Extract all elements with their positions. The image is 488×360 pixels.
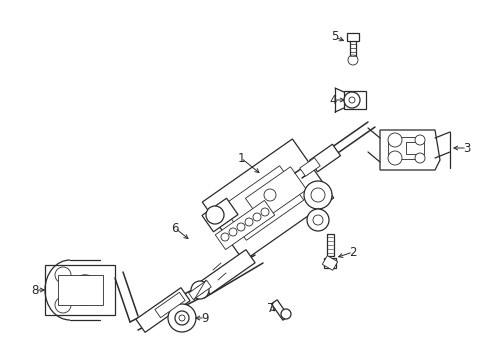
Polygon shape [346,33,358,41]
Circle shape [179,315,184,321]
Circle shape [244,218,252,226]
Text: 7: 7 [267,302,274,315]
Circle shape [168,304,196,332]
Circle shape [312,215,323,225]
Circle shape [264,189,275,201]
Circle shape [310,188,325,202]
Circle shape [304,181,331,209]
Circle shape [228,228,237,236]
Polygon shape [309,144,340,172]
Circle shape [237,223,244,231]
Polygon shape [349,39,355,61]
Polygon shape [326,234,333,256]
Circle shape [175,311,189,325]
Polygon shape [202,198,238,232]
Circle shape [387,133,401,147]
Circle shape [221,233,228,241]
Circle shape [191,281,208,299]
Polygon shape [245,167,306,221]
Circle shape [70,275,100,305]
Circle shape [348,97,354,103]
Text: 2: 2 [348,246,356,258]
Circle shape [414,153,424,163]
Circle shape [261,208,268,216]
Text: 8: 8 [31,284,39,297]
Polygon shape [386,137,422,159]
Polygon shape [299,158,320,176]
Text: 6: 6 [171,221,179,234]
Text: 5: 5 [331,31,338,44]
Circle shape [55,297,71,313]
Circle shape [55,267,71,283]
Circle shape [347,55,357,65]
Polygon shape [379,130,439,170]
Polygon shape [201,250,255,294]
Polygon shape [343,91,365,109]
Polygon shape [271,300,288,320]
Circle shape [343,92,359,108]
Polygon shape [155,292,185,318]
Circle shape [281,309,290,319]
Polygon shape [188,280,211,300]
Text: 9: 9 [201,311,208,324]
Polygon shape [136,288,190,332]
Circle shape [414,135,424,145]
Circle shape [306,209,328,231]
Circle shape [79,284,91,296]
Polygon shape [405,142,423,154]
Text: 3: 3 [462,141,470,154]
Polygon shape [222,166,303,240]
Polygon shape [324,258,335,268]
Circle shape [205,206,224,224]
Text: 1: 1 [237,152,244,165]
Polygon shape [322,256,337,270]
Polygon shape [58,275,102,305]
Circle shape [252,213,261,221]
Polygon shape [215,201,274,249]
Text: 4: 4 [328,94,336,107]
Polygon shape [202,139,333,261]
Circle shape [196,286,203,294]
Polygon shape [45,265,115,315]
Circle shape [387,151,401,165]
